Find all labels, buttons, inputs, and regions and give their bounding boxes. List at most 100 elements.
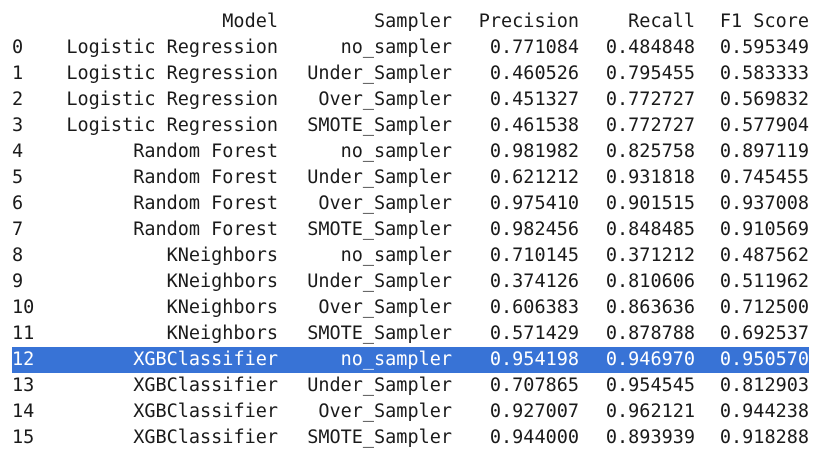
table-row[interactable]: 9 KNeighbors Under_Sampler 0.374126 0.810606… <box>12 269 809 295</box>
cell-recall: 0.371212 <box>605 245 695 266</box>
cell-precision: 0.451327 <box>489 89 579 110</box>
table-row[interactable]: 1 Logistic Regression Under_Sampler 0.46052… <box>12 61 809 87</box>
header-f1-score: F1 Score <box>719 11 809 32</box>
cell-precision: 0.460526 <box>489 63 579 84</box>
cell-sampler: no_sampler <box>278 347 452 373</box>
cell-index: 4 <box>12 141 24 162</box>
cell-precision: 0.710145 <box>489 245 579 266</box>
cell-index: 11 <box>12 323 35 344</box>
cell-precision: 0.944000 <box>489 427 579 448</box>
table-row[interactable]: 6 Random Forest Over_Sampler 0.975410 0.9015… <box>12 191 809 217</box>
cell-precision: 0.571429 <box>489 323 579 344</box>
cell-f1-score: 0.812903 <box>719 375 809 396</box>
cell-recall: 0.848485 <box>605 219 695 240</box>
cell-f1-score: 0.910569 <box>719 219 809 240</box>
cell-f1-score: 0.897119 <box>719 141 809 162</box>
cell-recall: 0.954545 <box>605 375 695 396</box>
cell-model: Logistic Regression <box>66 37 278 58</box>
cell-sampler: Over_Sampler <box>318 297 452 318</box>
cell-model: KNeighbors <box>166 323 278 344</box>
cell-sampler: Over_Sampler <box>318 89 452 110</box>
cell-sampler: Over_Sampler <box>318 401 452 422</box>
header-row: Model Sampler Precision Recall F1 Score <box>12 9 809 35</box>
table-row[interactable]: 10 KNeighbors Over_Sampler 0.606383 0.863636… <box>12 295 809 321</box>
cell-f1-score: 0.692537 <box>719 323 809 344</box>
cell-sampler: no_sampler <box>340 141 452 162</box>
cell-f1-score: 0.937008 <box>719 193 809 214</box>
cell-index: 12 <box>12 347 60 373</box>
cell-index: 3 <box>12 115 24 136</box>
cell-recall: 0.795455 <box>605 63 695 84</box>
cell-index: 13 <box>12 375 35 396</box>
table-row[interactable]: 2 Logistic Regression Over_Sampler 0.451327… <box>12 87 809 113</box>
cell-precision: 0.975410 <box>489 193 579 214</box>
cell-model: Random Forest <box>133 219 278 240</box>
header-recall: Recall <box>628 11 695 32</box>
cell-recall: 0.772727 <box>605 89 695 110</box>
table-row[interactable]: 7 Random Forest SMOTE_Sampler 0.982456 0.848… <box>12 217 809 243</box>
cell-index: 14 <box>12 401 35 422</box>
table-row[interactable]: 13 XGBClassifier Under_Sampler 0.707865 0.95… <box>12 373 809 399</box>
cell-sampler: Under_Sampler <box>307 63 452 84</box>
cell-model: Random Forest <box>133 141 278 162</box>
cell-sampler: Under_Sampler <box>307 375 452 396</box>
cell-sampler: SMOTE_Sampler <box>307 323 452 344</box>
cell-precision: 0.954198 <box>452 347 579 373</box>
cell-model: Random Forest <box>133 167 278 188</box>
cell-recall: 0.893939 <box>605 427 695 448</box>
cell-index: 9 <box>12 271 24 292</box>
cell-index: 15 <box>12 427 35 448</box>
table-row[interactable]: 3 Logistic Regression SMOTE_Sampler 0.46153… <box>12 113 809 139</box>
table-header: Model Sampler Precision Recall F1 Score <box>12 9 809 35</box>
header-model: Model <box>222 11 278 32</box>
cell-model: XGBClassifier <box>60 347 278 373</box>
cell-f1-score: 0.745455 <box>719 167 809 188</box>
cell-precision: 0.621212 <box>489 167 579 188</box>
cell-recall: 0.878788 <box>605 323 695 344</box>
cell-recall: 0.484848 <box>605 37 695 58</box>
cell-sampler: Under_Sampler <box>307 167 452 188</box>
cell-f1-score: 0.583333 <box>719 63 809 84</box>
cell-sampler: no_sampler <box>340 245 452 266</box>
cell-sampler: SMOTE_Sampler <box>307 427 452 448</box>
table-row[interactable]: 15 XGBClassifier SMOTE_Sampler 0.944000 0.89… <box>12 425 809 451</box>
table-row[interactable]: 12 XGBClassifier no_sampler 0.954198 0.94697… <box>12 347 809 373</box>
cell-sampler: no_sampler <box>340 37 452 58</box>
cell-recall: 0.825758 <box>605 141 695 162</box>
cell-precision: 0.461538 <box>489 115 579 136</box>
cell-f1-score: 0.944238 <box>719 401 809 422</box>
table-row[interactable]: 14 XGBClassifier Over_Sampler 0.927007 0.962… <box>12 399 809 425</box>
cell-index: 10 <box>12 297 35 318</box>
cell-model: XGBClassifier <box>133 375 278 396</box>
cell-sampler: Over_Sampler <box>318 193 452 214</box>
table-row[interactable]: 5 Random Forest Under_Sampler 0.621212 0.931… <box>12 165 809 191</box>
header-index <box>12 9 60 35</box>
cell-recall: 0.863636 <box>605 297 695 318</box>
table-body: 0 Logistic Regression no_sampler 0.771084 0.… <box>12 35 809 451</box>
cell-recall: 0.901515 <box>605 193 695 214</box>
cell-precision: 0.606383 <box>489 297 579 318</box>
table-row[interactable]: 11 KNeighbors SMOTE_Sampler 0.571429 0.87878… <box>12 321 809 347</box>
header-sampler: Sampler <box>374 11 452 32</box>
cell-model: Logistic Regression <box>66 89 278 110</box>
cell-f1-score: 0.577904 <box>719 115 809 136</box>
cell-index: 7 <box>12 219 24 240</box>
cell-sampler: SMOTE_Sampler <box>307 115 452 136</box>
cell-recall: 0.772727 <box>605 115 695 136</box>
table-row[interactable]: 8 KNeighbors no_sampler 0.710145 0.371212 0.4… <box>12 243 809 269</box>
table-row[interactable]: 4 Random Forest no_sampler 0.981982 0.825758… <box>12 139 809 165</box>
cell-recall: 0.810606 <box>605 271 695 292</box>
cell-sampler: Under_Sampler <box>307 271 452 292</box>
cell-precision: 0.771084 <box>489 37 579 58</box>
cell-f1-score: 0.950570 <box>695 347 809 373</box>
cell-index: 5 <box>12 167 24 188</box>
table-row[interactable]: 0 Logistic Regression no_sampler 0.771084 0.… <box>12 35 809 61</box>
cell-model: KNeighbors <box>166 297 278 318</box>
cell-precision: 0.981982 <box>489 141 579 162</box>
cell-model: XGBClassifier <box>133 427 278 448</box>
cell-recall: 0.962121 <box>605 401 695 422</box>
cell-model: KNeighbors <box>166 271 278 292</box>
cell-recall: 0.931818 <box>605 167 695 188</box>
cell-model: XGBClassifier <box>133 401 278 422</box>
cell-index: 1 <box>12 63 24 84</box>
